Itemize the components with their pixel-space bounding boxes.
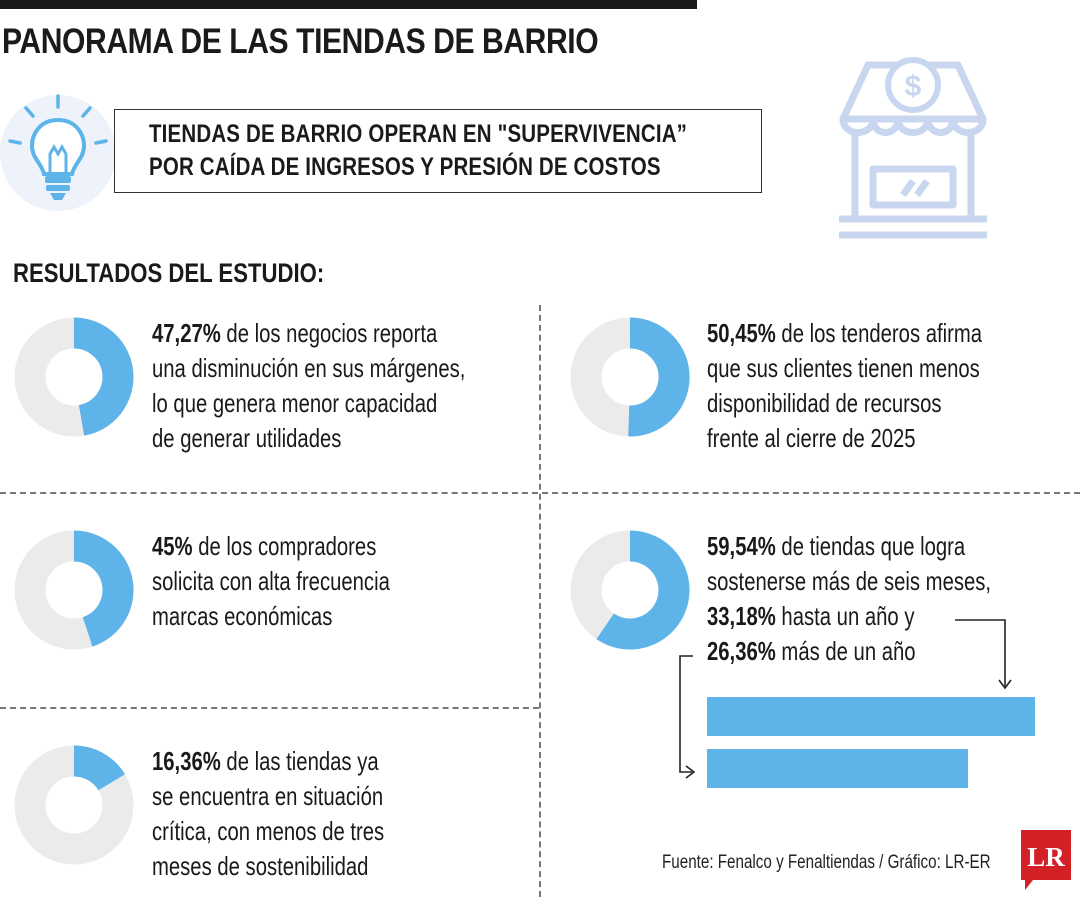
connector-line-1 — [955, 619, 1006, 686]
stat-text: crítica, con menos de tres — [152, 816, 385, 846]
stat-text: de los tenderos afirma — [775, 318, 983, 348]
donut-slice — [596, 530, 690, 650]
page-title: PANORAMA DE LAS TIENDAS DE BARRIO — [2, 22, 599, 61]
stat-text: de generar utilidades — [152, 423, 342, 453]
store-icon: $ — [839, 57, 987, 239]
headline-line-1: TIENDAS DE BARRIO OPERAN EN "SUPERVIVENC… — [149, 120, 688, 148]
stat-value: 59,54% — [707, 531, 776, 561]
stat-4: 59,54% de tiendas que logra sostenerse m… — [707, 529, 991, 669]
stat-5: 16,36% de las tiendas ya se encuentra en… — [152, 744, 384, 884]
stat-value-2: 33,18% — [707, 601, 776, 631]
donut-slice — [628, 317, 690, 437]
connector-line-2 — [679, 655, 693, 773]
stat-value: 45% — [152, 531, 193, 561]
stat-text: hasta un año y — [775, 601, 915, 631]
stat-value-3: 26,36% — [707, 636, 776, 666]
horizontal-divider-1 — [0, 492, 1080, 494]
source-note: Fuente: Fenalco y Fenaltiendas / Gráfico… — [662, 852, 991, 873]
stat-text: de las tiendas ya — [220, 746, 379, 776]
donut-slice — [73, 530, 134, 647]
donut-slice — [73, 745, 125, 791]
stat-text: se encuentra en situación — [152, 781, 384, 811]
stat-value: 16,36% — [152, 746, 221, 776]
donut-chart — [14, 530, 134, 650]
stat-1: 47,27% de los negocios reporta una dismi… — [152, 316, 465, 456]
stat-text: sostenerse más de seis meses, — [707, 566, 992, 596]
logo-text: LR — [1027, 842, 1065, 872]
bar-connectors — [679, 619, 1012, 779]
stat-text: lo que genera menor capacidad — [152, 388, 438, 418]
stat-text: frente al cierre de 2025 — [707, 423, 916, 453]
bar-hasta-un-ano — [707, 697, 1035, 736]
donut-chart — [14, 317, 134, 437]
stat-text: disponibilidad de recursos — [707, 388, 942, 418]
stat-text: marcas económicas — [152, 601, 333, 631]
lr-logo: LR — [1021, 830, 1071, 890]
donut-chart — [14, 745, 134, 865]
donut-chart — [570, 530, 690, 650]
stat-text: más de un año — [775, 636, 916, 666]
stat-value: 50,45% — [707, 318, 776, 348]
stat-text: de los compradores — [192, 531, 377, 561]
horizontal-divider-2 — [0, 707, 539, 709]
stat-text: que sus clientes tienen menos — [707, 353, 980, 383]
svg-text:$: $ — [905, 70, 922, 103]
stat-text: una disminución en sus márgenes, — [152, 353, 466, 383]
top-rule — [0, 0, 697, 9]
stat-value: 47,27% — [152, 318, 221, 348]
headline-box: TIENDAS DE BARRIO OPERAN EN "SUPERVIVENC… — [114, 109, 762, 193]
stat-text: solicita con alta frecuencia — [152, 566, 390, 596]
stat-2: 50,45% de los tenderos afirma que sus cl… — [707, 316, 982, 456]
stat-text: de los negocios reporta — [220, 318, 438, 348]
section-title: RESULTADOS DEL ESTUDIO: — [13, 258, 325, 288]
lightbulb-icon — [0, 94, 116, 211]
bar-mas-de-un-ano — [707, 749, 968, 788]
donut-slice — [73, 317, 134, 436]
stat-text: meses de sostenibilidad — [152, 851, 369, 881]
arrowhead-down-icon — [998, 679, 1012, 690]
donut-chart — [570, 317, 690, 437]
stat-3: 45% de los compradores solicita con alta… — [152, 529, 390, 634]
headline-line-2: POR CAÍDA DE INGRESOS Y PRESIÓN DE COSTO… — [149, 153, 661, 181]
stat-text: de tiendas que logra — [775, 531, 966, 561]
arrowhead-right-icon — [685, 765, 696, 779]
vertical-divider — [539, 305, 541, 897]
